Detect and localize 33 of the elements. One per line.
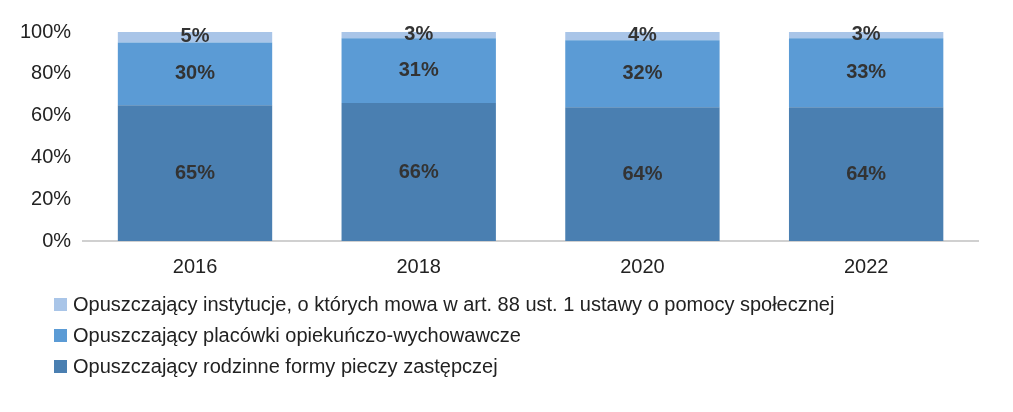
bar — [788, 38, 944, 108]
x-tick-label: 2020 — [620, 254, 665, 277]
y-tick-label: 100% — [20, 19, 72, 42]
legend-label: Opuszczający rodzinne formy pieczy zastępczej — [73, 355, 498, 378]
x-tick-label: 2022 — [843, 254, 889, 277]
data-label: 65% — [174, 160, 216, 183]
bar — [788, 107, 944, 241]
y-tick-label: 40% — [31, 144, 72, 167]
y-tick-label: 80% — [31, 61, 72, 84]
y-tick-label: 0% — [42, 228, 72, 251]
data-label: 64% — [846, 161, 887, 184]
data-label: 3% — [404, 21, 434, 44]
data-label: 64% — [622, 161, 663, 184]
data-label: 31% — [398, 58, 439, 81]
y-tick-label: 60% — [31, 103, 72, 126]
bar — [565, 40, 720, 108]
data-label: 33% — [846, 60, 887, 83]
data-label: 30% — [174, 61, 216, 84]
y-tick-label: 20% — [31, 186, 72, 209]
bar — [341, 38, 496, 104]
bar — [117, 42, 273, 106]
bar — [565, 107, 720, 241]
data-label: 32% — [622, 61, 663, 84]
bar — [341, 103, 496, 241]
data-label: 3% — [851, 21, 881, 44]
data-label: 5% — [180, 23, 210, 46]
legend-label: Opuszczający placówki opiekuńczo-wychowawcze — [73, 324, 521, 347]
data-label: 4% — [627, 22, 658, 45]
x-tick-label: 2018 — [396, 254, 441, 277]
bar — [117, 105, 273, 241]
data-label: 66% — [398, 159, 439, 182]
legend-label: Opuszczający instytucje, o których mowa w art. 88 ust. 1 ustawy o pomocy społecznej — [73, 293, 835, 316]
x-tick-label: 2016 — [172, 254, 218, 277]
